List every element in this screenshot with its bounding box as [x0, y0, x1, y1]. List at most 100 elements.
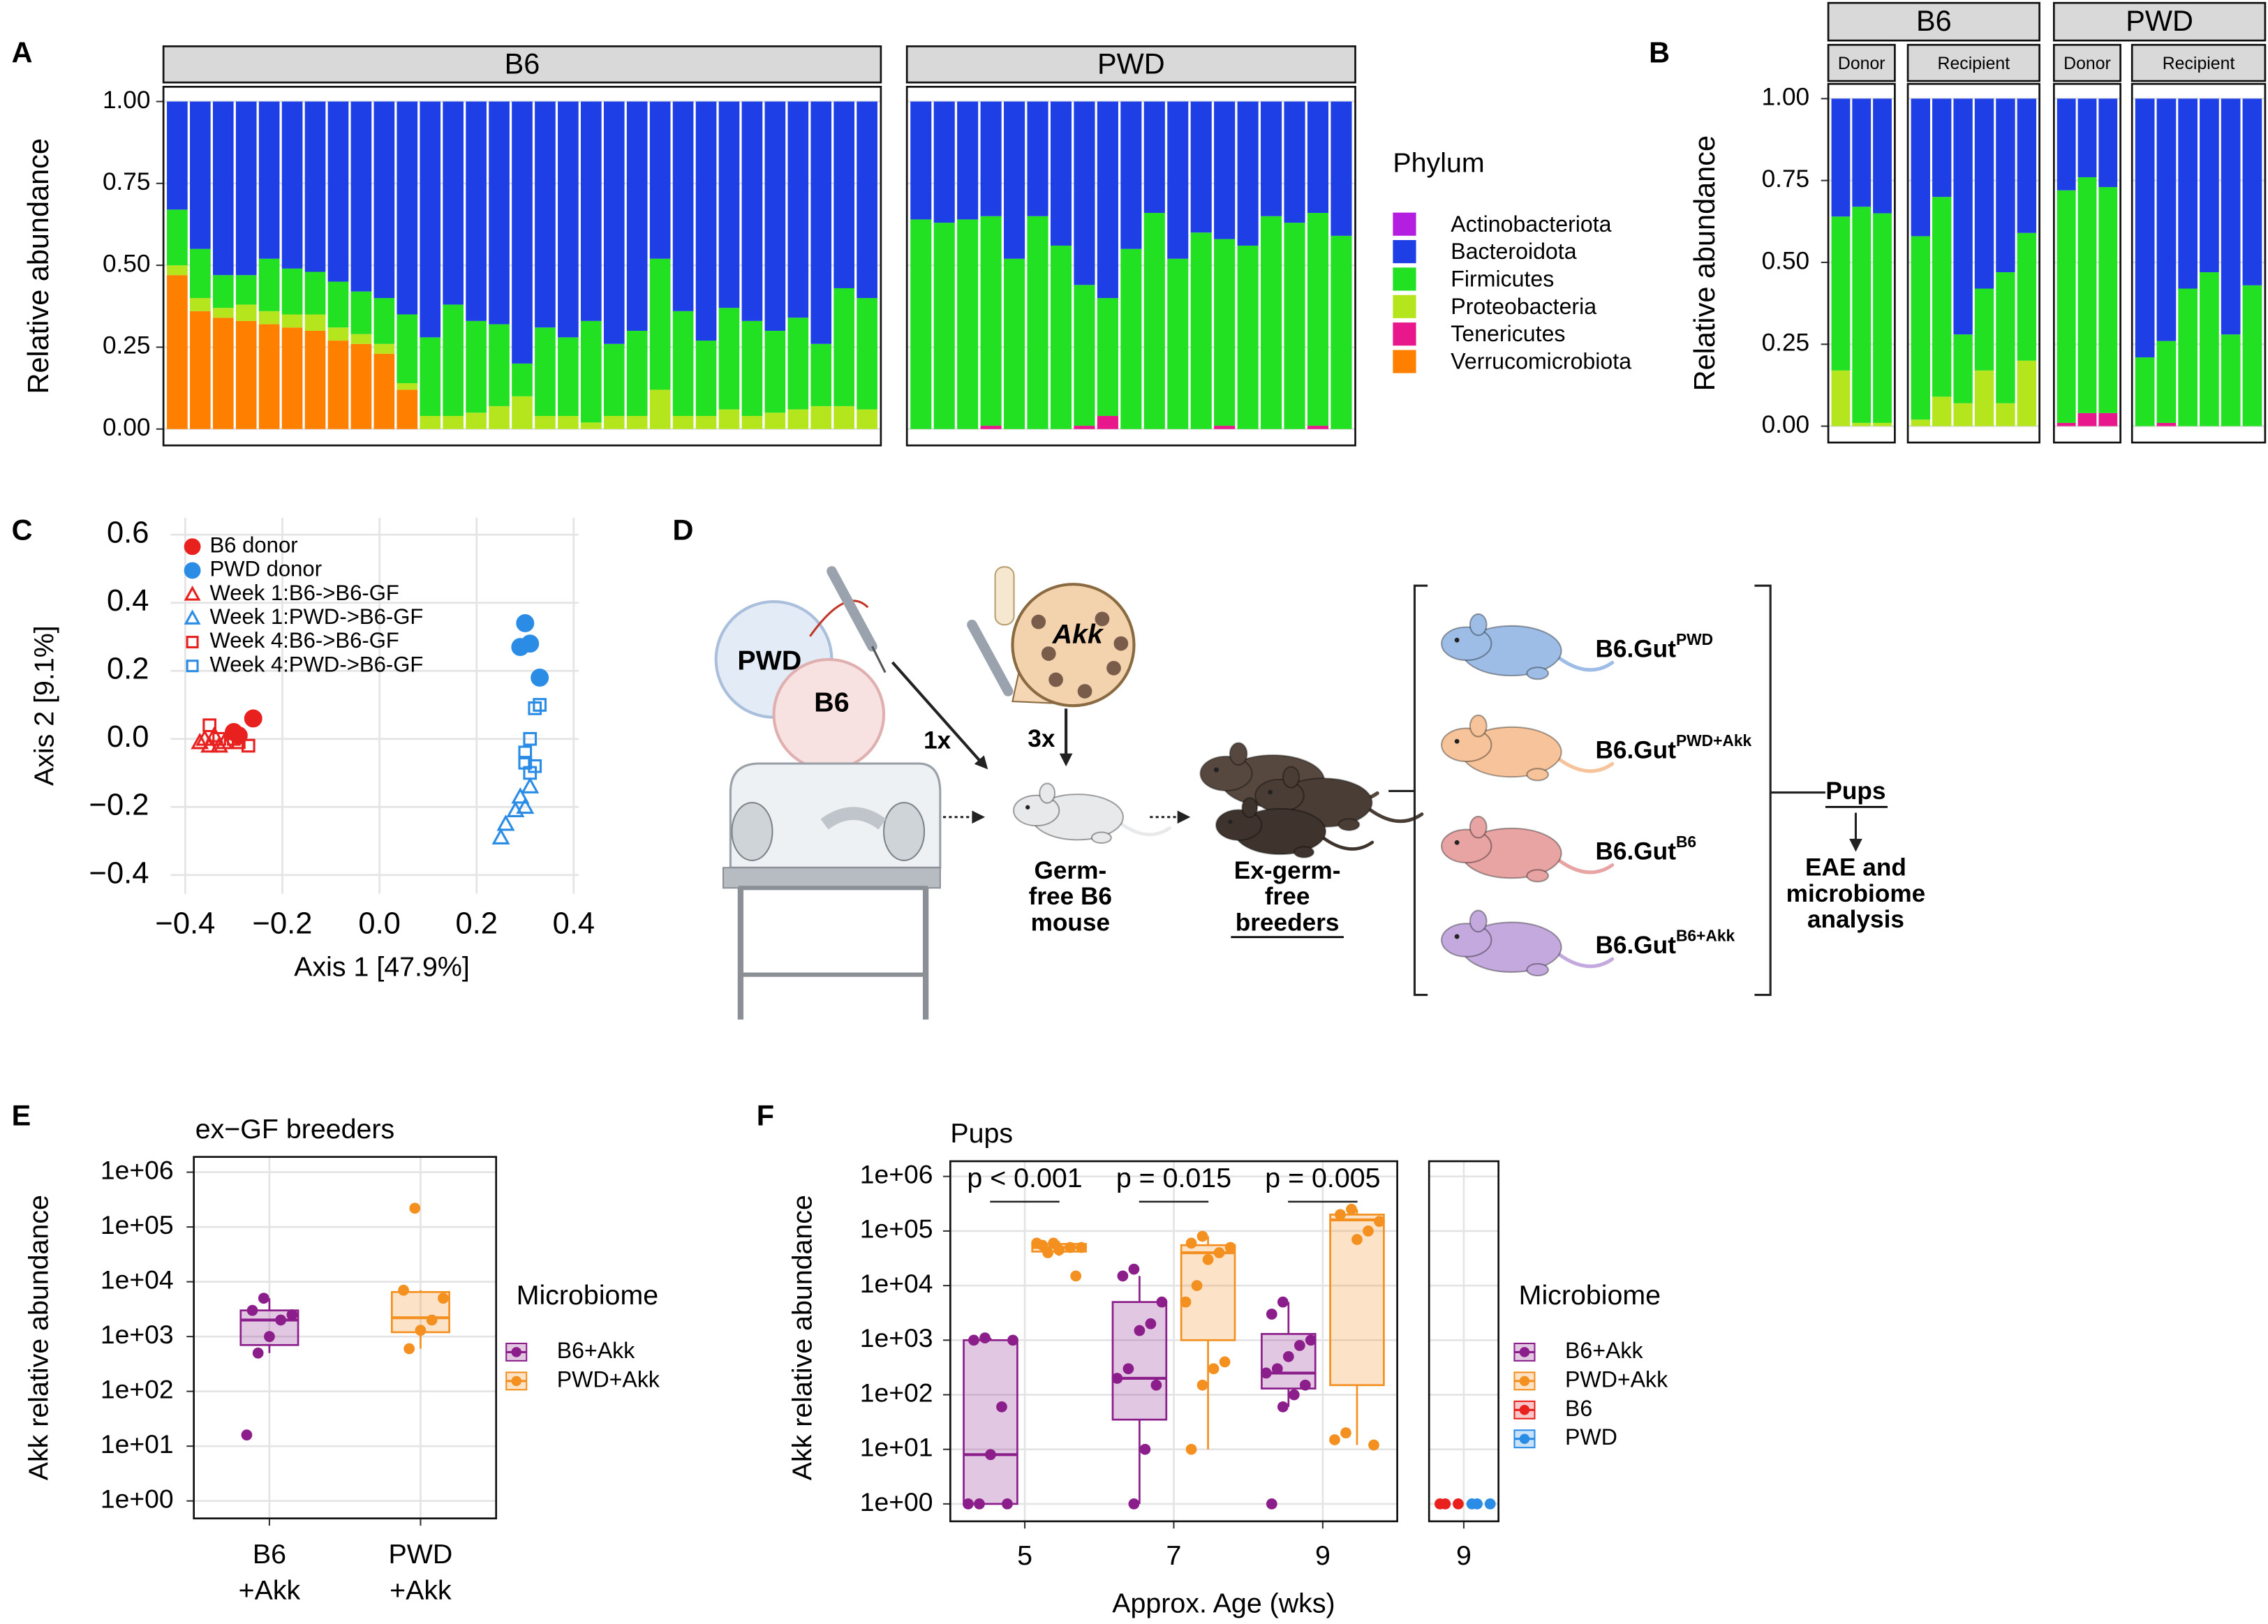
group-sup: B6 — [1676, 833, 1696, 851]
bar-segment — [1932, 396, 1952, 426]
panel-border — [1428, 1160, 1500, 1523]
bar-segment — [190, 311, 211, 429]
arrow-head — [1177, 810, 1191, 824]
bar-segment — [258, 258, 280, 311]
bar-segment — [2200, 272, 2219, 426]
legend-label: Firmicutes — [1451, 267, 1554, 292]
legend-label: B6 donor — [209, 532, 297, 557]
mouse-ear — [1469, 714, 1488, 738]
group-sup: PWD+Akk — [1676, 731, 1752, 750]
data-point — [1156, 1296, 1168, 1308]
mouse-eye — [1213, 767, 1219, 773]
bar-segment — [212, 318, 234, 429]
bar-segment — [1996, 98, 2015, 273]
data-point — [1329, 1434, 1340, 1445]
data-point — [1368, 1439, 1379, 1451]
facet-strip — [2052, 1, 2267, 42]
bar-segment — [672, 311, 694, 416]
panel-label: B — [1649, 36, 1670, 69]
mouse-leg — [1090, 831, 1112, 844]
panel-label: C — [12, 514, 33, 546]
chart-title: ex−GF breeders — [195, 1114, 395, 1145]
marker — [496, 814, 515, 831]
bar-segment — [1237, 101, 1259, 246]
data-point — [985, 1449, 996, 1461]
bar-segment — [535, 415, 556, 429]
bar-segment — [1237, 245, 1259, 429]
facet-title: Recipient — [2163, 54, 2235, 73]
data-point — [438, 1293, 449, 1304]
bar-segment — [2098, 412, 2118, 426]
bar-segment — [2242, 98, 2262, 285]
breeders-label: Ex-germ- — [1234, 857, 1341, 884]
syringe — [967, 619, 1014, 696]
facet-strip — [2130, 43, 2267, 82]
panel-label: D — [673, 514, 694, 546]
data-point — [1484, 1498, 1496, 1510]
data-point — [415, 1325, 427, 1336]
bar-segment — [787, 101, 809, 318]
mouse-leg — [1526, 666, 1550, 680]
arrow — [891, 661, 985, 766]
pups-label: Pups — [1825, 777, 1885, 805]
bar-segment — [1932, 197, 1952, 397]
y-tick-label: 1e+04 — [101, 1265, 174, 1294]
marker — [518, 745, 533, 760]
bar-segment — [281, 268, 303, 315]
facet-title: Recipient — [1938, 54, 2010, 73]
bar-segment — [1167, 101, 1189, 259]
bar-segment — [833, 405, 855, 429]
mouse-tail — [1119, 821, 1172, 837]
bar-segment — [833, 288, 855, 406]
y-axis-label: Relative abundance — [1688, 135, 1721, 391]
facet-strip — [162, 45, 882, 84]
x-tick-label: −0.4 — [155, 907, 215, 941]
bar-segment — [833, 101, 855, 288]
legend-label: PWD+Akk — [1565, 1366, 1668, 1392]
data-point — [1202, 1253, 1214, 1265]
bar-segment — [512, 363, 533, 396]
group-label: B6.GutB6 — [1595, 833, 1696, 865]
data-point — [1277, 1296, 1289, 1308]
bar-segment — [1004, 258, 1025, 429]
data-point — [1346, 1203, 1357, 1215]
bar-segment — [957, 219, 979, 429]
bar-segment — [258, 101, 280, 259]
bar-segment — [857, 101, 877, 299]
mouse-leg — [1526, 962, 1550, 977]
bar-segment — [741, 320, 763, 416]
bar-segment — [810, 343, 832, 406]
mouse-head — [1441, 828, 1492, 864]
data-point — [1042, 1247, 1054, 1258]
arrow-head — [974, 755, 988, 770]
bar-segment — [1284, 223, 1305, 429]
bar-segment — [1167, 258, 1189, 429]
outcome-label: analysis — [1807, 906, 1904, 933]
bar-segment — [304, 271, 326, 315]
bar-segment — [810, 405, 832, 429]
bar-segment — [535, 101, 556, 328]
y-tick-label: 0.25 — [1762, 329, 1810, 357]
bar-segment — [1831, 216, 1851, 371]
mouse-tail — [1557, 858, 1615, 874]
data-point — [1002, 1498, 1013, 1510]
y-tick-label: 1.00 — [103, 87, 151, 114]
bar-segment — [1974, 98, 1994, 289]
bar-segment — [787, 318, 809, 410]
bar-segment — [212, 308, 234, 318]
bar-segment — [167, 101, 188, 210]
bar-segment — [2056, 422, 2076, 426]
mouse-tail — [1368, 807, 1424, 824]
bar-segment — [957, 101, 979, 220]
y-tick-label: 0.75 — [1762, 165, 1810, 193]
tube — [994, 566, 1015, 626]
mouse-leg — [1293, 846, 1314, 858]
bar-segment — [212, 275, 234, 308]
x-tick-label: +Akk — [239, 1575, 301, 1606]
bar-segment — [1996, 403, 2015, 426]
bar-segment — [857, 409, 877, 429]
bar-segment — [304, 314, 326, 331]
bar-segment — [420, 101, 441, 338]
bar-segment — [1143, 101, 1165, 214]
data-point — [1260, 1367, 1272, 1379]
